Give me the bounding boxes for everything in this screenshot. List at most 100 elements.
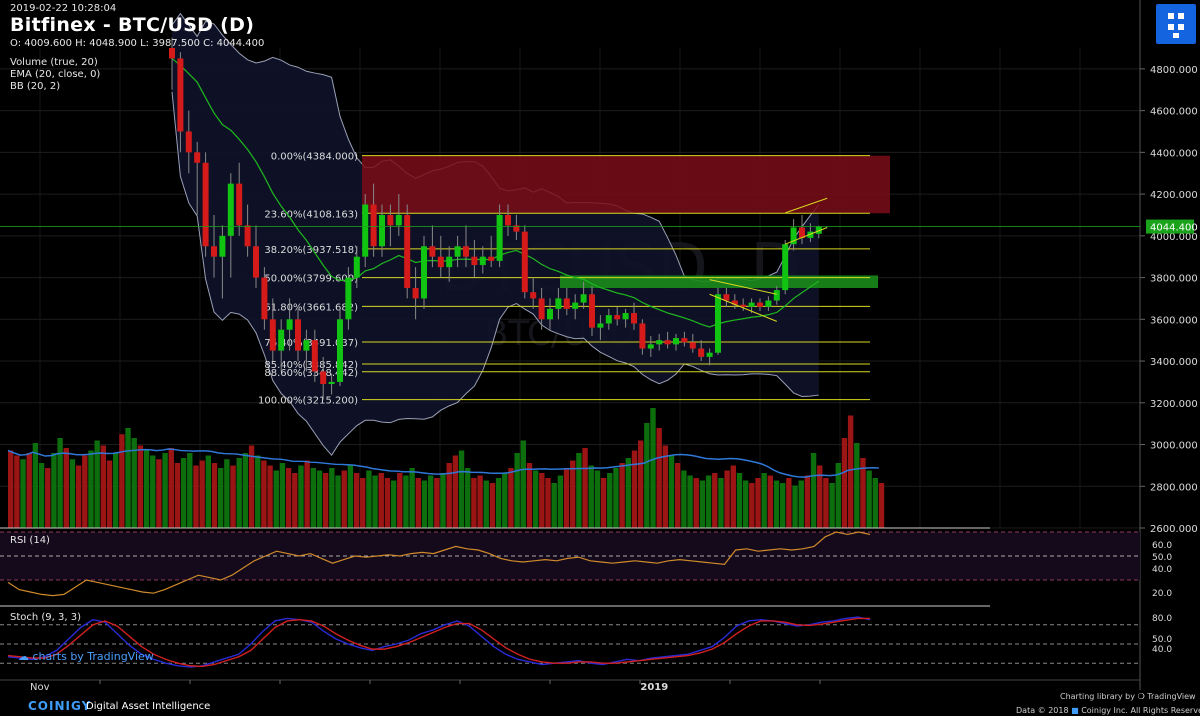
volume-bar (872, 478, 879, 528)
volume-bar (847, 415, 854, 528)
volume-bar (749, 483, 755, 528)
candle-body (773, 290, 780, 301)
stoch-tick-label: 40.0 (1152, 645, 1172, 655)
volume-bar (576, 453, 582, 528)
tradingview-attribution[interactable]: ☁ charts by TradingView (18, 650, 154, 663)
volume-bar (668, 455, 675, 528)
candle-body (253, 246, 259, 278)
fib-level-label: 23.60%(4108.163) (264, 209, 358, 220)
fib-level-label: 76.40%(3491.037) (264, 338, 358, 349)
y-tick-label: 3600.000 (1150, 315, 1198, 326)
volume-bar (298, 465, 304, 528)
rsi-label[interactable]: RSI (14) (10, 535, 50, 546)
candle-body (446, 256, 453, 268)
volume-bar (619, 463, 625, 528)
volume-bar (712, 473, 718, 528)
y-tick-label: 4800.000 (1150, 65, 1198, 76)
wedge-line-upper (709, 279, 777, 295)
stoch-label[interactable]: Stoch (9, 3, 3) (10, 612, 82, 623)
candle-body (647, 344, 654, 349)
volume-bar (551, 483, 557, 528)
candle-body (320, 371, 327, 384)
volume-bar (557, 475, 564, 528)
volume-bar (63, 448, 69, 528)
candle-body (614, 315, 621, 320)
y-tick-label: 3200.000 (1150, 399, 1198, 410)
candle-body (782, 244, 789, 291)
fib-level-label: 50.00%(3799.600) (264, 274, 358, 285)
tradingview-link[interactable]: charts by TradingView (32, 650, 154, 663)
candle-body (673, 338, 679, 345)
volume-bar (502, 473, 508, 528)
candle-body (547, 308, 553, 320)
volume-bar (489, 483, 496, 528)
volume-bar (452, 455, 459, 528)
candle-body (328, 381, 335, 384)
candle-body (395, 214, 402, 226)
candle-body (278, 329, 285, 351)
volume-bar (644, 423, 650, 528)
volume-bar (607, 473, 613, 528)
volume-bar (217, 468, 224, 528)
volume-bar (205, 455, 212, 528)
volume-bar (458, 450, 465, 528)
volume-bar (755, 478, 761, 528)
volume-bar (792, 485, 798, 528)
volume-bar (539, 473, 545, 528)
volume-bar (242, 453, 249, 528)
candle-body (421, 246, 427, 299)
candle-body (589, 294, 595, 328)
y-tick-label: 4000.000 (1150, 232, 1198, 243)
volume-bar (390, 480, 397, 528)
volume-bar (730, 465, 736, 528)
candle-body (790, 227, 797, 245)
volume-bar (131, 438, 137, 528)
volume-bar (829, 483, 835, 528)
coinigy-logo-icon (1156, 4, 1196, 44)
candle-body (454, 246, 461, 257)
candle-body (572, 302, 579, 309)
coinigy-small-icon: ■ (1071, 706, 1079, 715)
rsi-tick-label: 60.0 (1152, 541, 1172, 551)
candle-body (236, 183, 243, 226)
candle-body (463, 246, 469, 257)
stoch-tick-label: 50.0 (1152, 635, 1172, 645)
tradingview-cloud-icon: ☁ (18, 650, 29, 663)
candle-body (622, 313, 629, 320)
stoch-d-line (7, 617, 870, 668)
candle-body (404, 214, 411, 288)
volume-bar (563, 468, 570, 528)
volume-bar (156, 459, 162, 528)
candle-body (353, 256, 360, 278)
volume-bar (588, 465, 594, 528)
indicator-volume-label[interactable]: Volume (true, 20) (10, 57, 98, 68)
candle-body (202, 162, 209, 247)
volume-bar (477, 475, 483, 528)
volume-bar (26, 453, 32, 528)
channel-line-upper (785, 197, 828, 214)
candle-body (715, 294, 721, 353)
volume-bar (304, 460, 310, 528)
candle-body (227, 183, 234, 236)
volume-bar (347, 465, 354, 528)
candle-body (631, 313, 637, 324)
volume-bar (773, 480, 780, 528)
volume-bar (854, 443, 860, 528)
candle-body (295, 319, 301, 351)
indicator-ema-label[interactable]: EMA (20, close, 0) (10, 69, 101, 80)
candle-body (269, 319, 276, 351)
volume-bar (273, 470, 279, 528)
volume-ma-line (7, 448, 879, 478)
timestamp: 2019-02-22 10:28:04 (10, 3, 117, 14)
candle-body (757, 302, 763, 307)
volume-bar (705, 475, 712, 528)
volume-bar (335, 475, 341, 528)
volume-bar (471, 478, 477, 528)
indicator-bb-label[interactable]: BB (20, 2) (10, 81, 61, 92)
candle-body (479, 256, 486, 266)
volume-bar (69, 459, 76, 528)
volume-bar (613, 468, 619, 528)
volume-bar (322, 473, 329, 528)
volume-bar (119, 434, 125, 528)
